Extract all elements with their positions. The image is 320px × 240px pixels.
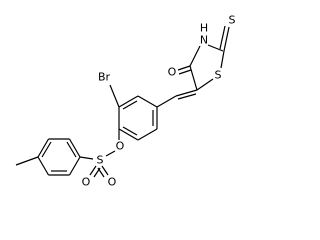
bond bbox=[15, 156, 39, 166]
atom-labels: S H N O S Br O S O O bbox=[82, 14, 236, 189]
bond bbox=[178, 69, 192, 75]
atom-label: Br bbox=[98, 71, 111, 84]
bond bbox=[37, 138, 50, 158]
bond bbox=[89, 165, 97, 176]
bond bbox=[156, 95, 177, 108]
atom-label: N bbox=[200, 34, 208, 47]
bond bbox=[41, 141, 52, 158]
atom-label: O bbox=[108, 176, 117, 189]
atom-label: O bbox=[116, 140, 125, 153]
bond bbox=[97, 167, 105, 178]
bond bbox=[137, 128, 158, 141]
atom-label: S bbox=[229, 14, 236, 27]
bond bbox=[177, 65, 191, 71]
bond bbox=[122, 100, 138, 110]
molecule-diagram: S H N O S Br O S O O bbox=[15, 14, 236, 189]
bond bbox=[175, 89, 198, 97]
bond bbox=[177, 93, 197, 100]
atom-label: S bbox=[97, 154, 104, 167]
bond bbox=[105, 150, 116, 157]
bond bbox=[68, 156, 81, 176]
bond bbox=[219, 25, 226, 50]
bond bbox=[37, 156, 50, 176]
bond bbox=[196, 78, 214, 91]
bonds bbox=[15, 25, 230, 178]
bond bbox=[207, 44, 224, 52]
atom-label: S bbox=[215, 69, 222, 82]
bond bbox=[118, 95, 139, 108]
atom-label: O bbox=[168, 66, 177, 79]
bond bbox=[137, 95, 158, 108]
bond bbox=[109, 84, 120, 108]
page: S H N O S Br O S O O (() => { const data… bbox=[15, 13, 236, 189]
bond bbox=[189, 45, 201, 67]
bond bbox=[220, 50, 225, 69]
bond bbox=[66, 141, 77, 158]
bond bbox=[79, 156, 94, 160]
bond bbox=[68, 138, 81, 158]
bond bbox=[122, 126, 138, 136]
atom-label: H bbox=[200, 22, 208, 35]
bond bbox=[223, 26, 230, 52]
bond bbox=[118, 128, 139, 141]
atom-label: O bbox=[82, 176, 91, 189]
bond bbox=[189, 65, 198, 91]
bond bbox=[101, 165, 109, 176]
